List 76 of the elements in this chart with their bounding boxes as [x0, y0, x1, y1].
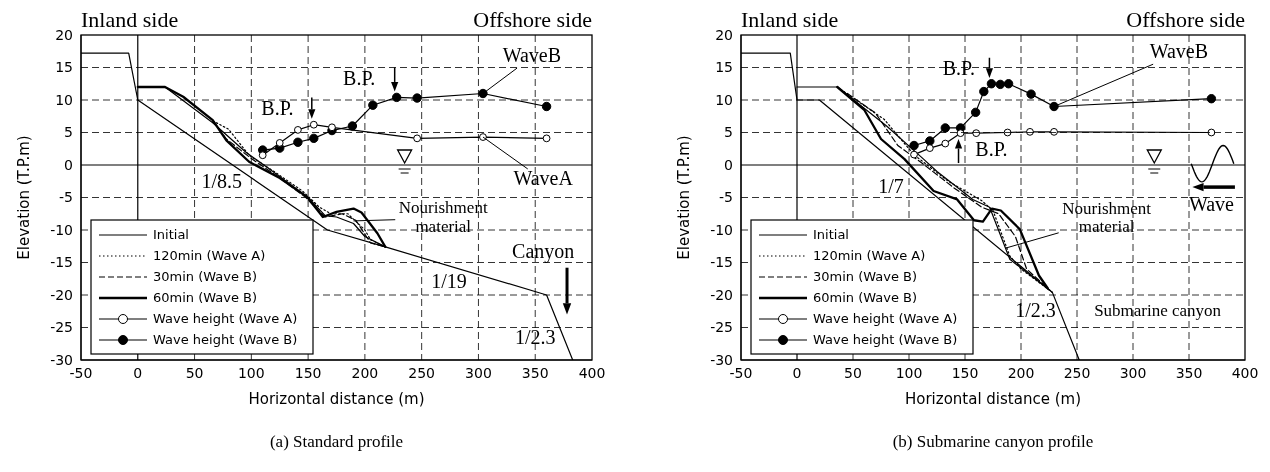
- legend-label: Wave height (Wave A): [153, 310, 298, 326]
- annotation: 1/2.3: [1015, 298, 1056, 321]
- y-tick-label: 20: [55, 26, 73, 43]
- legend-label: Wave height (Wave B): [153, 331, 298, 347]
- x-tick-label: 200: [351, 364, 379, 381]
- y-tick-label: 10: [715, 91, 733, 108]
- y-axis-title: Elevation (T.P.m): [15, 135, 33, 260]
- legend-label: 120min (Wave A): [813, 247, 926, 263]
- x-tick-label: 350: [1175, 364, 1203, 381]
- x-tick-label: 0: [133, 364, 143, 381]
- x-tick-label: 250: [1063, 364, 1091, 381]
- y-tick-label: 10: [55, 91, 73, 108]
- y-tick-label: -20: [710, 286, 733, 303]
- text: Offshore side: [473, 7, 592, 32]
- legend-label: 30min (Wave B): [813, 268, 918, 284]
- y-tick-label: -20: [50, 286, 73, 303]
- y-tick-label: 15: [715, 59, 733, 76]
- legend-label: Initial: [813, 226, 849, 242]
- annotation: Submarine canyon: [1094, 300, 1222, 320]
- y-tick-label: 0: [724, 156, 733, 173]
- text: (b) Submarine canyon profile: [891, 432, 1095, 452]
- y-tick-label: -25: [50, 319, 73, 336]
- x-tick-label: 100: [895, 364, 923, 381]
- x-tick-label: 50: [844, 364, 862, 381]
- y-tick-label: 0: [64, 156, 73, 173]
- x-tick-label: 150: [294, 364, 322, 381]
- x-tick-label: 300: [1119, 364, 1147, 381]
- annotation: WaveB: [502, 43, 561, 66]
- x-axis-title: Horizontal distance (m): [904, 390, 1082, 408]
- x-tick-label: 250: [408, 364, 436, 381]
- annotation: 1/7: [878, 174, 904, 197]
- x-tick-label: 150: [951, 364, 979, 381]
- legend-label: 60min (Wave B): [813, 289, 918, 305]
- annotation: WaveB: [1149, 39, 1209, 62]
- x-tick-label: 50: [185, 364, 204, 381]
- annotation: WaveA: [513, 166, 574, 189]
- annotation: Nourishment material: [1062, 198, 1152, 237]
- x-tick-label: 400: [1231, 364, 1259, 381]
- x-tick-label: 350: [521, 364, 549, 381]
- x-tick-label: 0: [792, 364, 802, 381]
- text: Offshore side: [1126, 7, 1245, 32]
- x-tick-label: 100: [237, 364, 265, 381]
- annotation: Nourishment material: [398, 197, 488, 236]
- y-tick-label: -10: [710, 221, 733, 238]
- annotation: 1/2.3: [514, 325, 556, 348]
- legend-label: Wave height (Wave B): [813, 331, 958, 347]
- x-axis-title: Horizontal distance (m): [248, 390, 425, 408]
- y-tick-label: 5: [724, 124, 733, 141]
- x-tick-label: 200: [1007, 364, 1035, 381]
- x-tick-label: 300: [465, 364, 492, 381]
- y-axis-title: Elevation (T.P.m): [675, 135, 693, 260]
- annotation: B.P.: [261, 96, 294, 119]
- x-tick-label: 400: [578, 364, 606, 381]
- y-tick-label: -15: [710, 254, 733, 271]
- annotation: B.P.: [343, 66, 376, 89]
- y-tick-label: -25: [710, 319, 733, 336]
- legend-label: 120min (Wave A): [153, 247, 266, 263]
- legend-label: Initial: [153, 226, 189, 242]
- text: (a) Standard profile: [268, 432, 405, 452]
- y-tick-label: -10: [50, 221, 73, 238]
- annotation: Wave: [1188, 192, 1235, 215]
- annotation: 1/19: [431, 269, 467, 292]
- annotation: Canyon: [512, 239, 575, 263]
- y-tick-label: 20: [715, 26, 733, 43]
- y-tick-label: -15: [50, 254, 73, 271]
- legend-label: 60min (Wave B): [153, 289, 258, 305]
- legend-label: 30min (Wave B): [153, 268, 258, 284]
- annotation: 1/8.5: [201, 169, 243, 192]
- text: Inland side: [81, 7, 179, 32]
- annotation: B.P.: [975, 137, 1008, 160]
- legend-label: Wave height (Wave A): [813, 310, 958, 326]
- y-tick-label: -5: [59, 189, 73, 206]
- y-tick-label: -5: [719, 189, 733, 206]
- y-tick-label: 15: [55, 59, 73, 76]
- y-tick-label: 5: [64, 124, 73, 141]
- text: Inland side: [741, 7, 839, 32]
